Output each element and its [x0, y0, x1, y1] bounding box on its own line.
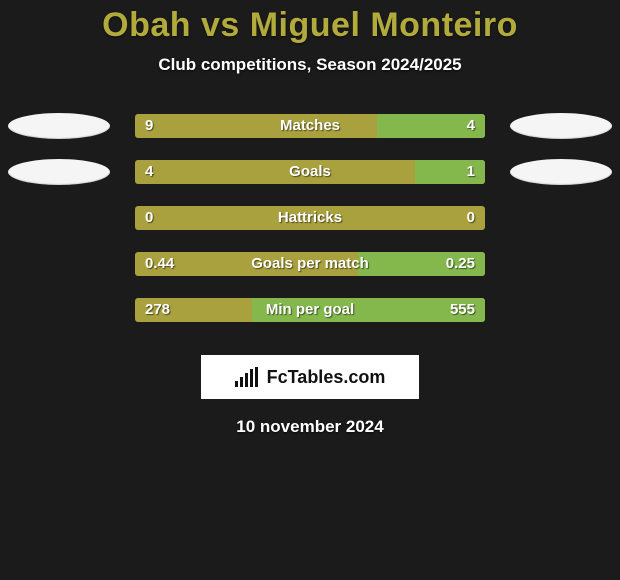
- player-left-marker: [8, 113, 110, 139]
- stat-bar: 41Goals: [135, 160, 485, 184]
- stat-value-left: 4: [145, 160, 153, 184]
- stat-row: 0.440.25Goals per match: [0, 241, 620, 287]
- stat-value-left: 0: [145, 206, 153, 230]
- stat-label: Hattricks: [135, 206, 485, 230]
- stat-row: 278555Min per goal: [0, 287, 620, 333]
- stat-bar-right-seg: [358, 252, 485, 276]
- stat-value-left: 278: [145, 298, 170, 322]
- stat-row: 41Goals: [0, 149, 620, 195]
- player-right-marker: [510, 113, 612, 139]
- stat-row: 0 0Hattricks: [0, 195, 620, 241]
- stats-container: 94Matches 41Goals 0 0Hattricks 0.440.25Goals…: [0, 103, 620, 333]
- stat-row: 94Matches: [0, 103, 620, 149]
- brand-text: FcTables.com: [267, 367, 386, 388]
- page-title: Obah vs Miguel Monteiro: [0, 0, 620, 45]
- stat-bar: 0 0Hattricks: [135, 206, 485, 230]
- stat-bar-right-seg: [415, 160, 485, 184]
- player-left-marker: [8, 159, 110, 185]
- stat-value-left: 9: [145, 114, 153, 138]
- brand-badge[interactable]: FcTables.com: [201, 355, 419, 399]
- subtitle: Club competitions, Season 2024/2025: [0, 55, 620, 75]
- stat-bar: 0.440.25Goals per match: [135, 252, 485, 276]
- bar-chart-icon: [235, 367, 261, 387]
- stat-bar: 94Matches: [135, 114, 485, 138]
- stat-value-right: 0: [467, 206, 475, 230]
- stat-bar-right-seg: [377, 114, 485, 138]
- date-line: 10 november 2024: [0, 417, 620, 437]
- stat-bar: 278555Min per goal: [135, 298, 485, 322]
- player-right-marker: [510, 159, 612, 185]
- stat-value-left: 0.44: [145, 252, 174, 276]
- stat-bar-right-seg: [252, 298, 485, 322]
